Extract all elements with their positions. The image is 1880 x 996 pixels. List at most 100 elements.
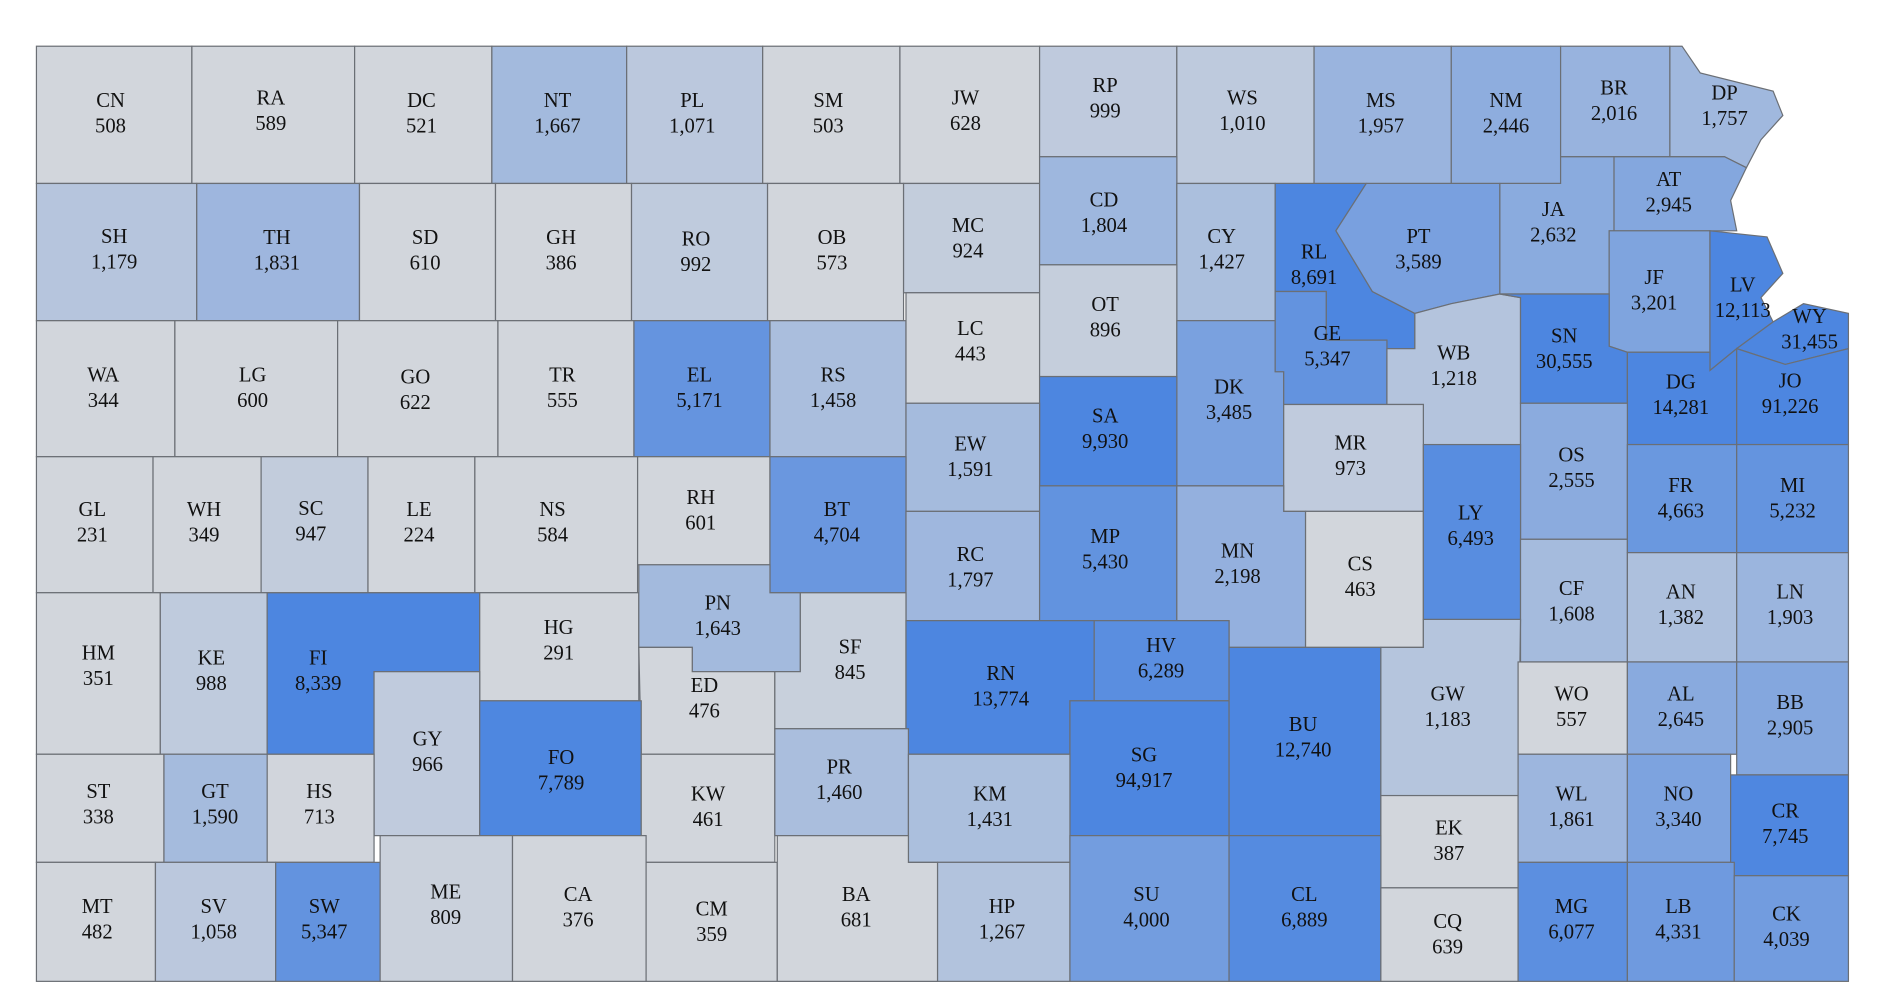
county: [1669, 45, 1784, 169]
county-code: EW: [954, 434, 987, 456]
county: [1626, 443, 1738, 554]
county-code: NT: [544, 90, 572, 112]
county: [905, 402, 1041, 512]
county: [907, 753, 1071, 863]
county-code: DK: [1214, 376, 1244, 398]
county-value: 6,493: [1448, 528, 1494, 550]
county: [762, 45, 901, 185]
county: [1736, 347, 1850, 446]
county-value: 584: [537, 525, 568, 547]
county-value: 1,431: [967, 809, 1013, 831]
county-value: 1,382: [1658, 607, 1704, 629]
county-value: 5,347: [301, 922, 347, 944]
county-code: MN: [1221, 540, 1254, 562]
county-value: 338: [83, 806, 114, 828]
county-code: NM: [1489, 90, 1522, 112]
county-code: OS: [1558, 444, 1584, 466]
county-code: LB: [1665, 896, 1691, 918]
county: [636, 456, 771, 566]
county-value: 351: [83, 668, 114, 690]
county-value: 2,198: [1214, 566, 1260, 588]
county-value: 947: [295, 523, 326, 545]
county-code: WA: [87, 364, 119, 386]
county-value: 1,218: [1431, 368, 1477, 390]
county-code: BU: [1289, 714, 1318, 736]
county-code: WS: [1227, 87, 1258, 109]
county-value: 503: [813, 115, 844, 137]
county-value: 1,903: [1767, 607, 1813, 629]
county-value: 3,201: [1631, 293, 1677, 315]
county: [1422, 443, 1522, 621]
county-value: 4,704: [814, 525, 860, 547]
county-value: 4,039: [1763, 929, 1809, 951]
county: [1517, 861, 1628, 982]
county-shapes: [35, 45, 1850, 982]
county-value: 1,458: [810, 390, 856, 412]
county-code: HG: [544, 617, 574, 639]
county-value: 376: [563, 910, 594, 932]
county: [191, 45, 356, 185]
county-code: HV: [1146, 635, 1176, 657]
county-value: 966: [412, 754, 443, 776]
county: [373, 671, 481, 837]
county-code: GT: [201, 781, 229, 803]
county: [1228, 835, 1382, 982]
county: [511, 835, 647, 982]
county-value: 231: [77, 525, 108, 547]
county-value: 291: [543, 642, 574, 664]
county-code: EK: [1435, 817, 1463, 839]
county-value: 896: [1090, 319, 1121, 341]
county-code: MS: [1366, 90, 1396, 112]
county: [154, 861, 277, 982]
county-code: KM: [973, 783, 1006, 805]
county-value: 628: [950, 113, 981, 135]
county-code: RH: [686, 487, 715, 509]
county-value: 2,555: [1548, 470, 1594, 492]
county-code: GO: [400, 367, 430, 389]
county-value: 8,339: [295, 673, 341, 695]
county-value: 1,010: [1219, 113, 1265, 135]
county-code: SH: [101, 226, 127, 248]
county-code: CM: [696, 899, 728, 921]
county-value: 9,930: [1082, 431, 1128, 453]
county: [905, 510, 1041, 622]
county-value: 809: [430, 907, 461, 929]
county-code: RC: [957, 544, 985, 566]
county-value: 1,804: [1081, 215, 1127, 237]
county-value: 344: [88, 390, 119, 412]
county-value: 1,861: [1548, 809, 1594, 831]
county-value: 224: [404, 525, 435, 547]
county: [645, 861, 778, 982]
county-code: FI: [309, 647, 327, 669]
county-code: GE: [1314, 323, 1342, 345]
county-code: MI: [1780, 475, 1805, 497]
county-code: SC: [298, 498, 323, 520]
county-code: LN: [1776, 582, 1804, 604]
county: [1093, 620, 1230, 702]
county: [1519, 538, 1628, 663]
county-code: KE: [198, 647, 226, 669]
county-code: PR: [827, 757, 852, 779]
county-value: 622: [400, 392, 431, 414]
county-code: SM: [813, 90, 843, 112]
county-value: 2,905: [1767, 718, 1813, 740]
county-value: 30,555: [1536, 351, 1593, 373]
county-code: WB: [1437, 342, 1470, 364]
county-code: SA: [1092, 406, 1118, 428]
county-code: GY: [413, 729, 443, 751]
county-code: CR: [1772, 800, 1800, 822]
county-code: CQ: [1433, 911, 1462, 933]
county-code: CS: [1348, 554, 1373, 576]
county-code: LE: [406, 499, 431, 521]
county: [1228, 646, 1382, 837]
county-value: 681: [841, 910, 872, 932]
county-value: 713: [304, 806, 335, 828]
county-code: SU: [1133, 884, 1159, 906]
county: [1736, 443, 1850, 554]
county-code: EL: [687, 364, 712, 386]
county-value: 924: [952, 240, 983, 262]
county-code: WH: [187, 499, 221, 521]
county: [35, 861, 157, 982]
county: [1176, 182, 1276, 322]
